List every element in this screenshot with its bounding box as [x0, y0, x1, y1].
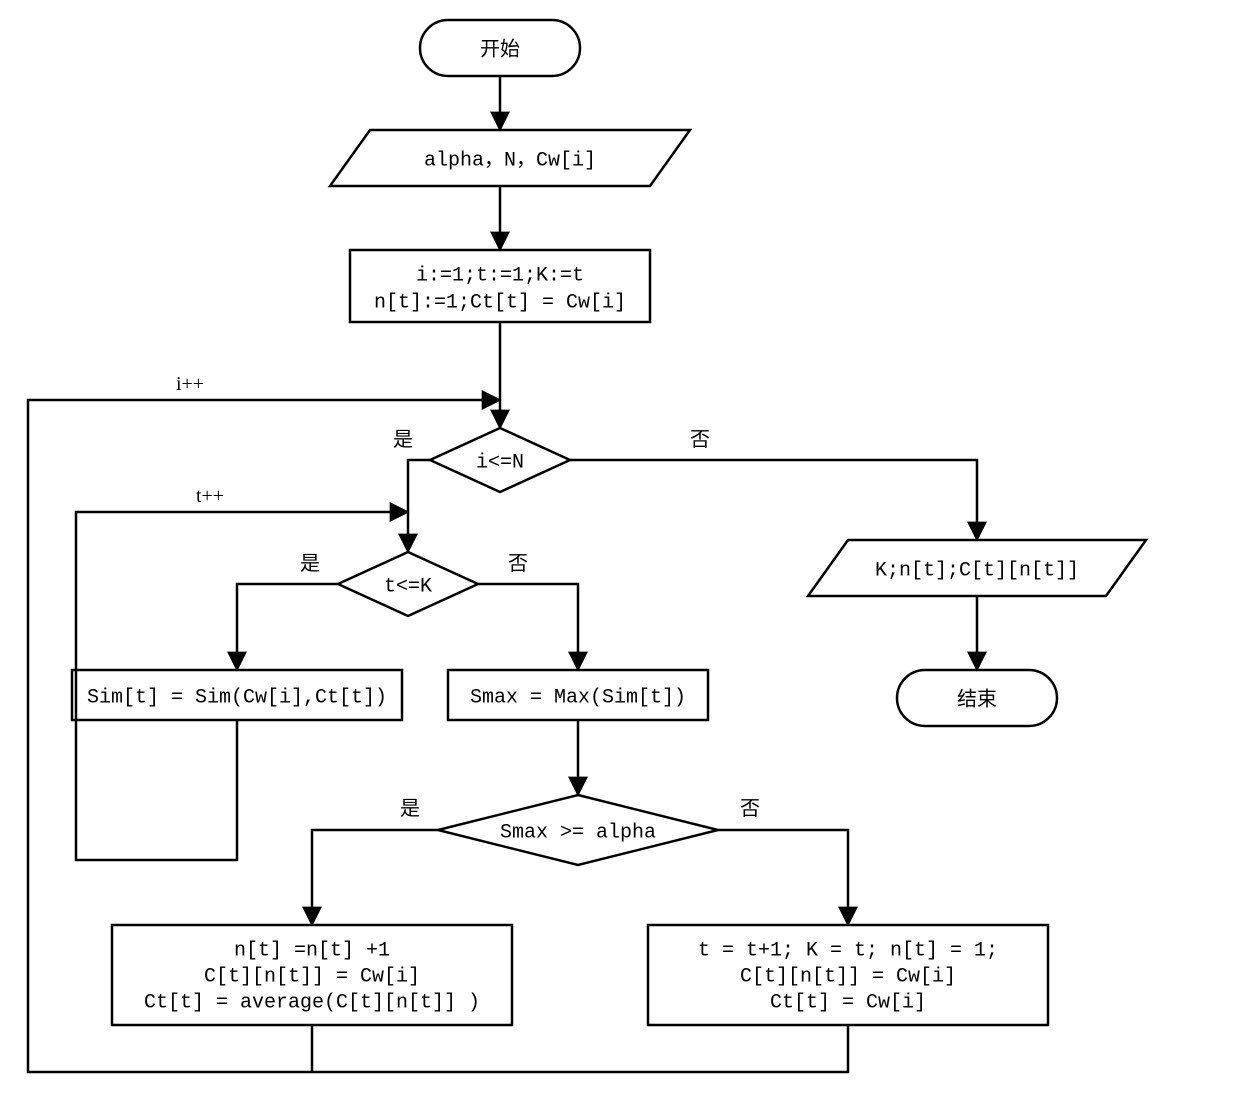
node-init: i:=1;t:=1;K:=t n[t]:=1;Ct[t] = Cw[i]: [350, 250, 650, 322]
edge-deciN-yes: [408, 460, 430, 512]
edge-dectK-yes: [237, 584, 338, 670]
no-l3: Ct[t] = Cw[i]: [770, 991, 926, 1014]
yes-l1: n[t] =n[t] +1: [234, 939, 390, 962]
node-smax: Smax = Max(Sim[t]): [448, 670, 708, 720]
node-decision-tK: t<=K: [338, 552, 478, 616]
output-label: K;n[t];C[t][n[t]]: [875, 559, 1079, 582]
edge-deciN-no: [570, 460, 977, 540]
yes-l3: Ct[t] = average(C[t][n[t]] ): [144, 991, 480, 1014]
node-sim: Sim[t] = Sim(Cw[i],Ct[t]): [72, 670, 402, 720]
init-line2: n[t]:=1;Ct[t] = Cw[i]: [374, 291, 626, 314]
node-noblock: t = t+1; K = t; n[t] = 1; C[t][n[t]] = C…: [648, 925, 1048, 1025]
dec-iN-label: i<=N: [476, 451, 524, 474]
label-loop-i: i++: [176, 373, 204, 395]
end-label: 结束: [957, 687, 997, 712]
label-loop-t: t++: [196, 485, 224, 507]
node-output: K;n[t];C[t][n[t]]: [808, 540, 1146, 596]
label-deciN-no: 否: [690, 429, 710, 451]
label-dectK-yes: 是: [300, 553, 320, 575]
edge-dectK-no: [478, 584, 578, 670]
node-decision-sa: Smax >= alpha: [438, 795, 718, 865]
input-label: alpha，N，Cw[i]: [424, 149, 596, 172]
edge-decsa-yes: [312, 830, 438, 925]
dec-tK-label: t<=K: [384, 575, 432, 598]
yes-l2: C[t][n[t]] = Cw[i]: [204, 965, 420, 988]
edge-no-join: [312, 1025, 848, 1072]
node-input: alpha，N，Cw[i]: [330, 130, 690, 186]
label-dectK-no: 否: [508, 553, 528, 575]
label-decsa-no: 否: [740, 798, 760, 820]
init-line1: i:=1;t:=1;K:=t: [416, 264, 584, 287]
start-label: 开始: [480, 37, 520, 62]
dec-sa-label: Smax >= alpha: [500, 821, 656, 844]
smax-label: Smax = Max(Sim[t]): [470, 686, 686, 709]
label-decsa-yes: 是: [400, 798, 420, 820]
edge-decsa-no: [718, 830, 848, 925]
sim-label: Sim[t] = Sim(Cw[i],Ct[t]): [87, 686, 387, 709]
no-l1: t = t+1; K = t; n[t] = 1;: [698, 939, 998, 962]
no-l2: C[t][n[t]] = Cw[i]: [740, 965, 956, 988]
node-end: 结束: [897, 670, 1057, 726]
label-deciN-yes: 是: [393, 429, 413, 451]
node-yesblock: n[t] =n[t] +1 C[t][n[t]] = Cw[i] Ct[t] =…: [112, 925, 512, 1025]
node-start: 开始: [420, 20, 580, 76]
node-decision-iN: i<=N: [430, 428, 570, 492]
